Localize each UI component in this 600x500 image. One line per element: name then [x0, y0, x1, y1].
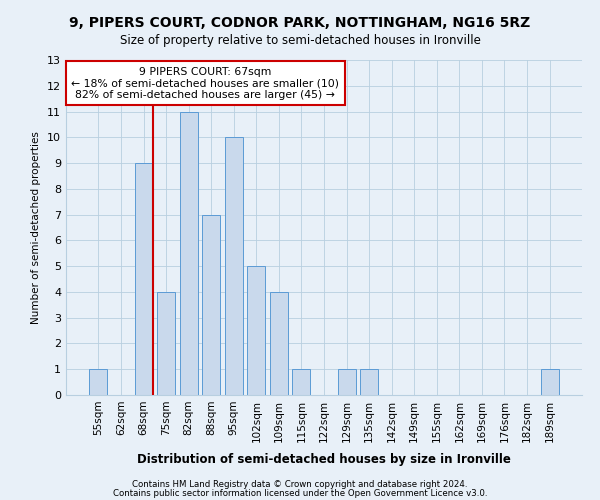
- Bar: [292, 369, 310, 395]
- Text: Size of property relative to semi-detached houses in Ironville: Size of property relative to semi-detach…: [119, 34, 481, 47]
- Text: Contains HM Land Registry data © Crown copyright and database right 2024.: Contains HM Land Registry data © Crown c…: [132, 480, 468, 489]
- Bar: [360, 369, 378, 395]
- Bar: [134, 163, 152, 395]
- Bar: [202, 214, 220, 395]
- Text: 9 PIPERS COURT: 67sqm
← 18% of semi-detached houses are smaller (10)
82% of semi: 9 PIPERS COURT: 67sqm ← 18% of semi-deta…: [71, 66, 340, 100]
- Text: 9, PIPERS COURT, CODNOR PARK, NOTTINGHAM, NG16 5RZ: 9, PIPERS COURT, CODNOR PARK, NOTTINGHAM…: [70, 16, 530, 30]
- Bar: [179, 112, 198, 395]
- Text: Contains public sector information licensed under the Open Government Licence v3: Contains public sector information licen…: [113, 488, 487, 498]
- Bar: [541, 369, 559, 395]
- Bar: [270, 292, 288, 395]
- Bar: [89, 369, 107, 395]
- Bar: [225, 138, 243, 395]
- X-axis label: Distribution of semi-detached houses by size in Ironville: Distribution of semi-detached houses by …: [137, 453, 511, 466]
- Bar: [247, 266, 265, 395]
- Y-axis label: Number of semi-detached properties: Number of semi-detached properties: [31, 131, 41, 324]
- Bar: [338, 369, 356, 395]
- Bar: [157, 292, 175, 395]
